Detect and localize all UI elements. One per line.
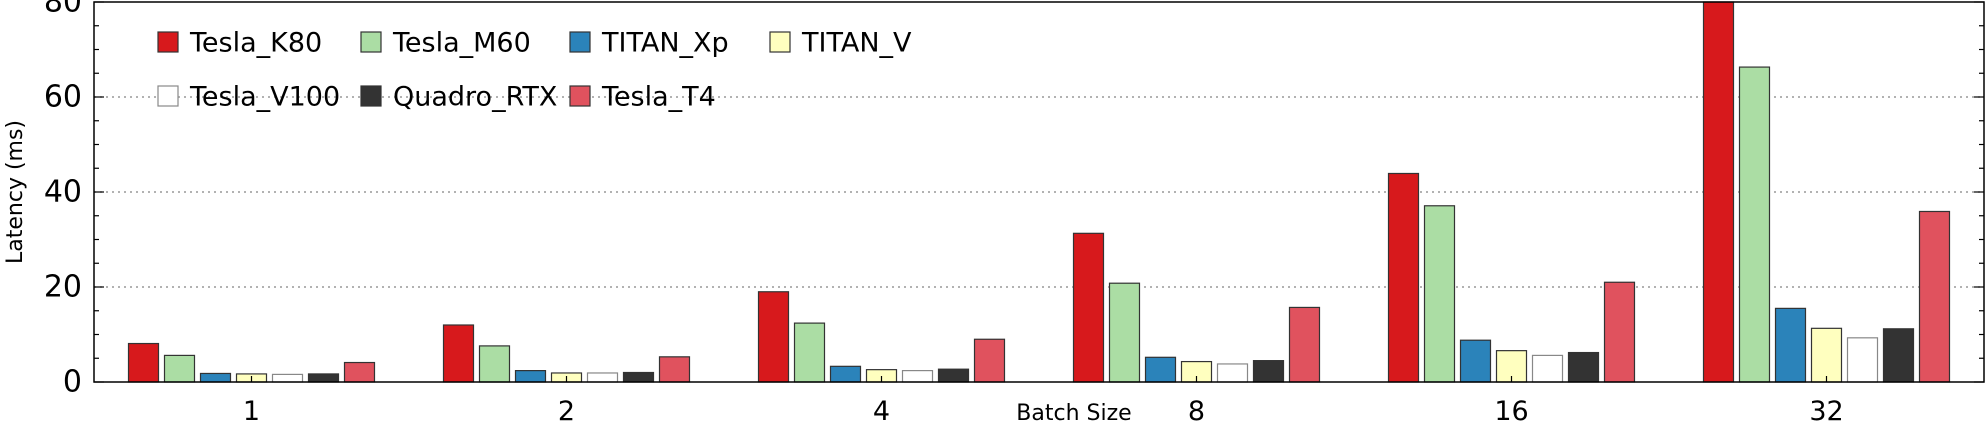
legend-label: Tesla_K80 <box>189 28 322 59</box>
bar <box>1531 354 1564 383</box>
x-tick-label: 8 <box>1188 396 1205 427</box>
bar <box>1108 282 1141 383</box>
bar <box>937 368 970 383</box>
x-axis-label: Batch Size <box>1016 401 1131 426</box>
legend-swatch <box>360 31 382 53</box>
bar <box>1774 307 1807 383</box>
bar <box>1567 351 1600 383</box>
bar <box>1810 327 1843 383</box>
bar <box>793 322 826 383</box>
bar <box>1846 337 1879 383</box>
x-tick-label: 1 <box>243 396 260 427</box>
bars <box>127 1 1951 383</box>
x-tick-label: 4 <box>873 396 890 427</box>
legend: Tesla_K80 Tesla_M60 TITAN_Xp TITAN_V Tesla_V… <box>157 28 912 113</box>
y-axis-ticks: 0 20 40 60 80 <box>44 0 1984 400</box>
bar <box>127 342 160 383</box>
bar <box>1702 1 1735 383</box>
y-tick-label: 80 <box>44 0 82 20</box>
legend-swatch <box>157 31 179 53</box>
y-tick-label: 40 <box>44 175 82 210</box>
legend-label: TITAN_Xp <box>601 28 729 59</box>
bar <box>307 373 340 383</box>
y-tick-label: 20 <box>44 270 82 305</box>
legend-label: Tesla_M60 <box>392 28 531 59</box>
legend-swatch <box>769 31 791 53</box>
x-tick-label: 16 <box>1494 396 1528 427</box>
bar <box>1918 210 1951 383</box>
bar <box>1738 66 1771 383</box>
bar <box>586 372 619 383</box>
legend-swatch <box>569 31 591 53</box>
bar <box>1144 356 1177 383</box>
bar <box>1423 205 1456 383</box>
bar <box>199 372 232 383</box>
bar <box>757 291 790 383</box>
x-tick-label: 32 <box>1809 396 1843 427</box>
plot-frame <box>93 1 1985 383</box>
legend-swatch <box>157 85 179 107</box>
legend-label: Quadro_RTX <box>393 82 557 113</box>
legend-swatch <box>360 85 382 107</box>
bar <box>622 371 655 383</box>
bar <box>1603 281 1636 383</box>
bar <box>1288 306 1321 383</box>
bar <box>343 361 376 383</box>
legend-label: TITAN_V <box>801 28 912 59</box>
bar <box>1882 328 1915 383</box>
bar <box>901 370 934 383</box>
x-axis-ticks: 1 2 4 8 16 32 <box>243 376 1844 427</box>
x-tick-label: 2 <box>558 396 575 427</box>
bar <box>1072 232 1105 383</box>
bar <box>514 370 547 383</box>
bar <box>271 373 304 383</box>
bar <box>1252 360 1285 383</box>
bar <box>1459 339 1492 383</box>
bar <box>829 365 862 383</box>
bar <box>658 356 691 383</box>
y-tick-label: 0 <box>63 365 82 400</box>
legend-label: Tesla_V100 <box>189 82 340 113</box>
bar <box>478 345 511 383</box>
y-tick-label: 60 <box>44 80 82 115</box>
bar <box>442 324 475 383</box>
bar <box>1216 363 1249 383</box>
legend-label: Tesla_T4 <box>601 82 716 113</box>
bar <box>163 354 196 383</box>
legend-swatch <box>569 85 591 107</box>
y-axis-label: Latency (ms) <box>3 120 28 264</box>
bar <box>973 338 1006 383</box>
bar <box>1387 172 1420 383</box>
